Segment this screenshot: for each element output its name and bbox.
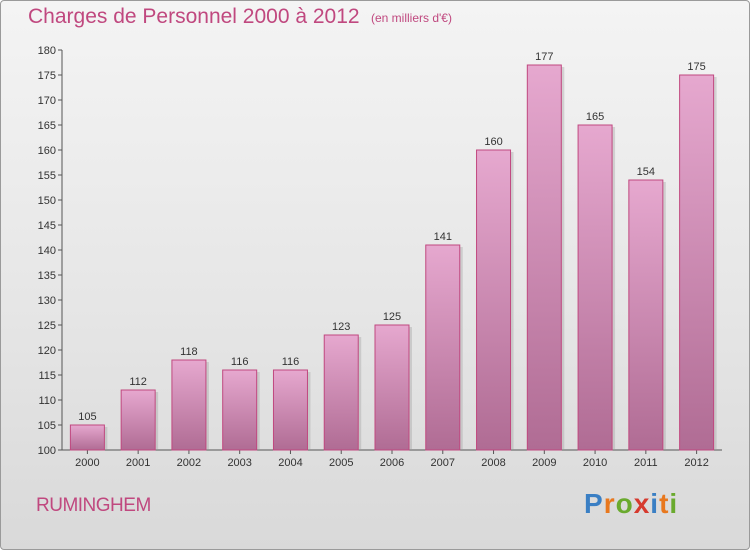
x-tick-label: 2008 [481, 457, 505, 469]
x-tick-label: 2007 [431, 457, 455, 469]
bars: 105 112 118 116 116 123 125 141 160 177 165 154 175 [69, 51, 717, 451]
value-label: 116 [231, 356, 249, 368]
logo-letter: r [603, 488, 616, 519]
value-label: 165 [586, 111, 604, 123]
bar [69, 424, 105, 451]
bar [526, 64, 562, 451]
x-tick-label: 2003 [227, 457, 251, 469]
y-tick-label: 125 [38, 320, 56, 332]
x-tick-label: 2011 [634, 457, 658, 469]
value-label: 175 [687, 61, 705, 73]
logo-letter: i [650, 488, 660, 519]
bar [476, 149, 512, 451]
x-tick-label: 2010 [583, 457, 607, 469]
value-label: 177 [535, 51, 553, 63]
bar [425, 244, 461, 451]
commune-name: RUMINGHEM [36, 495, 151, 516]
value-label: 116 [282, 356, 300, 368]
chart-subtitle: (en milliers d'€) [371, 11, 452, 25]
y-tick-label: 145 [38, 220, 56, 232]
x-tick-label: 2004 [278, 457, 302, 469]
value-label: 154 [637, 166, 655, 178]
x-tick-label: 2000 [75, 457, 99, 469]
y-tick-label: 115 [38, 370, 56, 382]
value-label: 118 [180, 346, 198, 358]
logo-letter: t [659, 488, 670, 519]
bar [120, 389, 156, 451]
y-tick-label: 180 [38, 45, 56, 57]
proxiti-logo: Proxiti [584, 488, 678, 520]
y-tick-label: 170 [38, 95, 56, 107]
y-tick-label: 100 [38, 445, 56, 457]
y-tick-label: 105 [38, 420, 56, 432]
x-tick-label: 2002 [177, 457, 201, 469]
y-tick-label: 130 [38, 295, 56, 307]
y-tick-label: 175 [38, 70, 56, 82]
x-tick-label: 2006 [380, 457, 404, 469]
bar [171, 359, 207, 451]
bar [679, 74, 715, 451]
y-tick-label: 165 [38, 120, 56, 132]
bar [577, 124, 613, 451]
value-label: 105 [78, 411, 96, 423]
y-tick-label: 150 [38, 195, 56, 207]
logo-letter: i [669, 488, 679, 519]
bar [323, 334, 359, 451]
x-tick-label: 2001 [126, 457, 150, 469]
y-tick-label: 140 [38, 245, 56, 257]
y-tick-label: 160 [38, 145, 56, 157]
logo-letter: P [584, 488, 604, 519]
y-tick-label: 110 [38, 395, 56, 407]
y-tick-label: 135 [38, 270, 56, 282]
value-label: 112 [129, 376, 147, 388]
bar [374, 324, 410, 451]
value-label: 123 [332, 321, 350, 333]
bar [628, 179, 664, 451]
x-tick-label: 2009 [532, 457, 556, 469]
x-tick-label: 2005 [329, 457, 353, 469]
logo-letter: o [615, 488, 634, 519]
bar [272, 369, 308, 451]
chart-title: Charges de Personnel 2000 à 2012 [28, 5, 360, 28]
x-tick-label: 2012 [684, 457, 708, 469]
y-tick-label: 155 [38, 170, 56, 182]
value-label: 160 [484, 136, 502, 148]
value-label: 141 [434, 231, 452, 243]
logo-letter: x [633, 488, 651, 519]
value-label: 125 [383, 311, 401, 323]
bar [222, 369, 258, 451]
y-tick-label: 120 [38, 345, 56, 357]
